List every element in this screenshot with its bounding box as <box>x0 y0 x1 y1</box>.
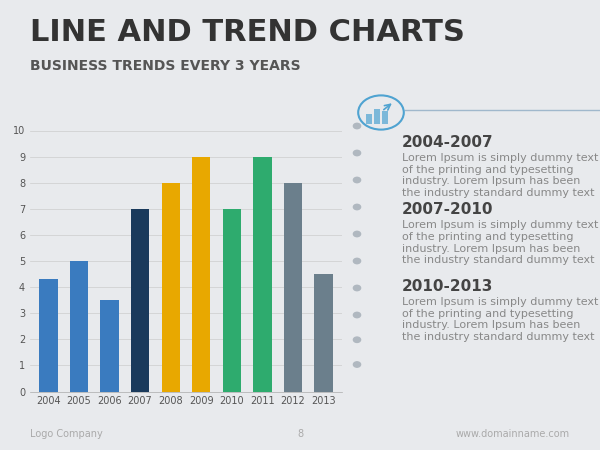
Bar <box>382 112 388 124</box>
Text: 8: 8 <box>297 429 303 439</box>
Text: Lorem Ipsum is simply dummy text of the printing and typesetting industry. Lorem: Lorem Ipsum is simply dummy text of the … <box>402 220 598 266</box>
Bar <box>192 157 211 392</box>
Text: 2007-2010: 2007-2010 <box>402 202 493 217</box>
Bar <box>223 209 241 392</box>
Bar <box>131 209 149 392</box>
Text: Logo Company: Logo Company <box>30 429 103 439</box>
Bar <box>39 279 58 392</box>
Bar <box>70 261 88 392</box>
Text: BUSINESS TRENDS EVERY 3 YEARS: BUSINESS TRENDS EVERY 3 YEARS <box>30 58 301 72</box>
Text: LINE AND TREND CHARTS: LINE AND TREND CHARTS <box>30 18 465 47</box>
Bar <box>284 183 302 392</box>
Bar <box>253 157 272 392</box>
Bar <box>367 114 372 124</box>
Bar <box>314 274 333 392</box>
Bar <box>161 183 180 392</box>
Text: 2004-2007: 2004-2007 <box>402 135 494 150</box>
Text: Lorem Ipsum is simply dummy text of the printing and typesetting industry. Lorem: Lorem Ipsum is simply dummy text of the … <box>402 297 598 342</box>
Bar <box>100 300 119 392</box>
Text: www.domainname.com: www.domainname.com <box>456 429 570 439</box>
Text: Lorem Ipsum is simply dummy text of the printing and typesetting industry. Lorem: Lorem Ipsum is simply dummy text of the … <box>402 153 598 198</box>
Text: 2010-2013: 2010-2013 <box>402 279 493 294</box>
Bar <box>374 109 380 124</box>
